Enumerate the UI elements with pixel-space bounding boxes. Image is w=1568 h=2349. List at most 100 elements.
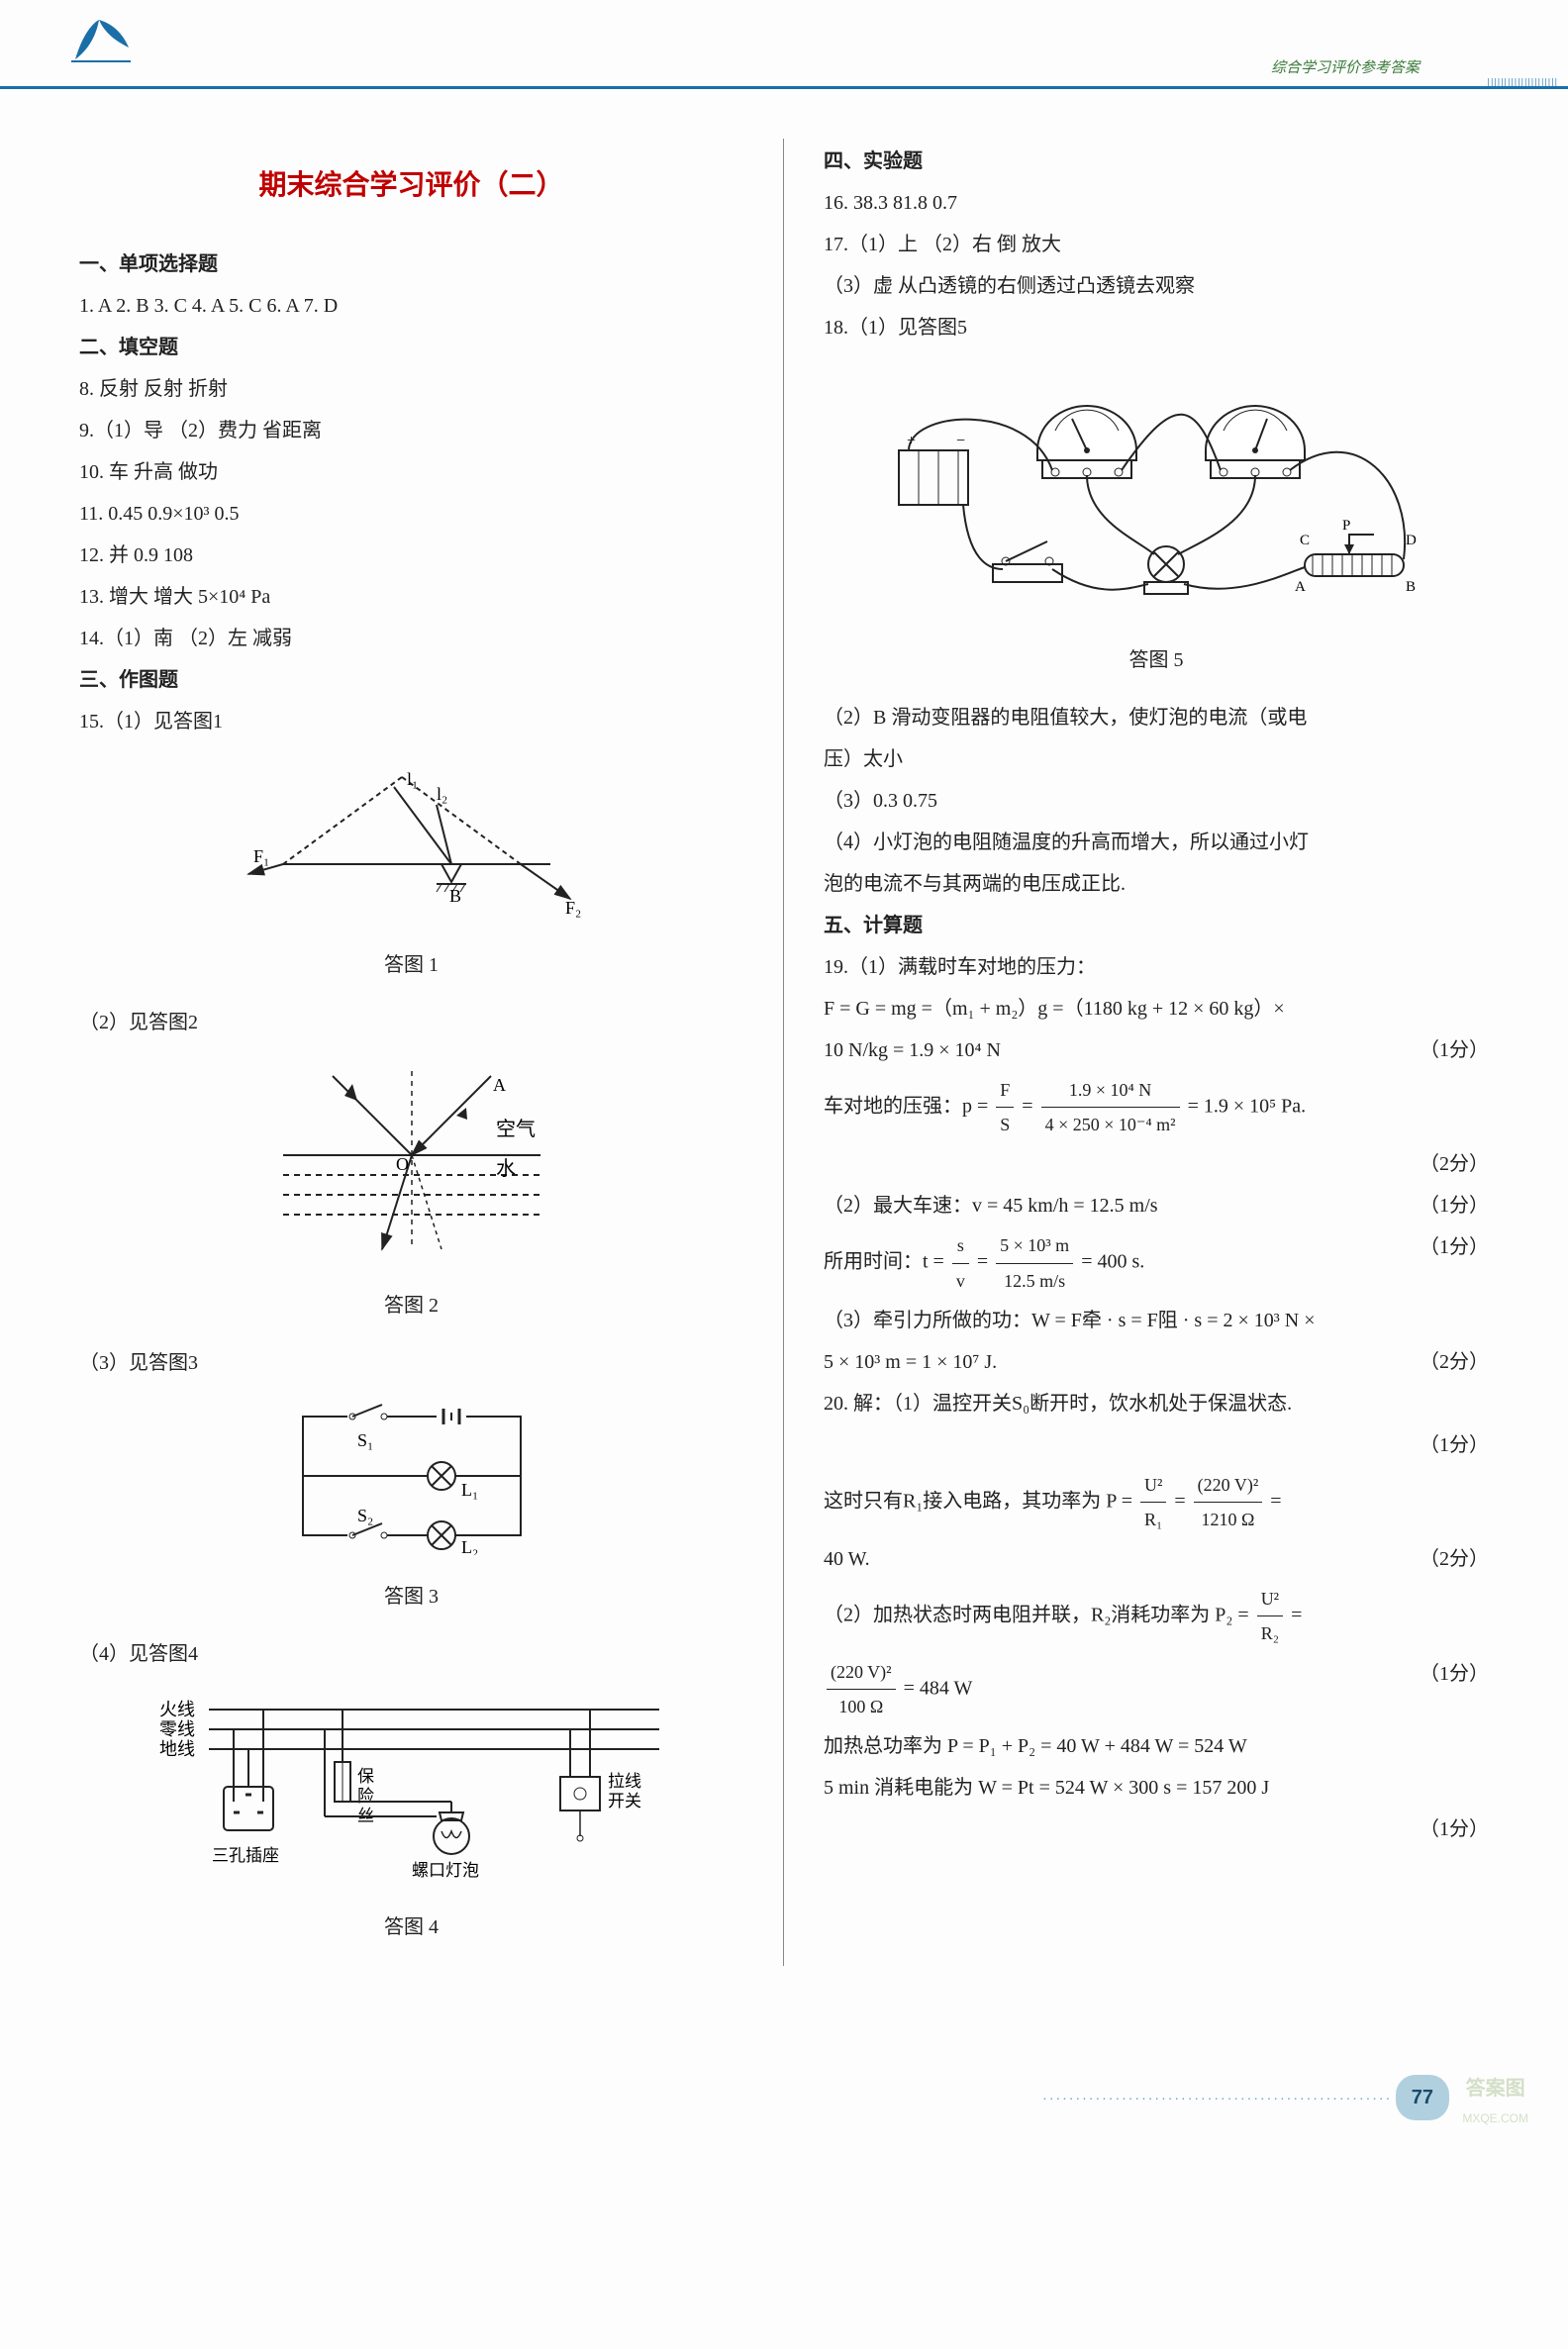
page-title: 期末综合学习评价（二） [79,158,743,211]
svg-text:螺口灯泡: 螺口灯泡 [412,1861,479,1880]
svg-text:L₂: L₂ [461,1537,478,1555]
frac-d: 12.5 m/s [996,1264,1073,1298]
content-columns: 期末综合学习评价（二） 一、单项选择题 1. A 2. B 3. C 4. A … [0,139,1568,2025]
figure-3: S₁ S₂ L₁ L₂ [79,1397,743,1568]
frac-n: 5 × 10³ m [996,1228,1073,1263]
q20-1b: 这时只有R₁接入电路，其功率为 P = U²R₁ = (220 V)²1210 … [824,1468,1489,1536]
q20-1b-pre: 这时只有R₁接入电路，其功率为 P = [824,1490,1137,1512]
fig1-label-f1: F₁ [253,846,269,866]
section-4-head: 四、实验题 [824,143,1489,180]
q12: 12. 并 0.9 108 [79,537,743,574]
q18-4a: （4）小灯泡的电阻随温度的升高而增大，所以通过小灯 [824,824,1489,861]
svg-text:B: B [1406,579,1416,595]
score-4: （1分） [1420,1228,1489,1266]
q19-1c: 10 N/kg = 1.9 × 10⁴ N （1分） [824,1031,1489,1069]
svg-text:零线: 零线 [159,1719,195,1739]
q18-4b: 泡的电流不与其两端的电压成正比. [824,865,1489,903]
page-number: 77 [1396,2075,1449,2120]
score-line-9: （1分） [824,1811,1489,1848]
section-2-head: 二、填空题 [79,329,743,366]
svg-text:保: 保 [357,1767,374,1786]
frac-d: v [952,1264,969,1298]
fig1-label-b: B [449,886,461,906]
q8: 8. 反射 反射 折射 [79,370,743,408]
score-line-6: （1分） [824,1426,1489,1464]
page-footer: ········································… [0,2065,1568,2150]
score-2: （2分） [1420,1145,1489,1183]
q20-2c: 加热总功率为 P = P₁ + P₂ = 40 W + 484 W = 524 … [824,1727,1489,1765]
q19-2b: 所用时间：t = sv = 5 × 10³ m12.5 m/s = 400 s.… [824,1228,1489,1297]
fig1-label-l2: l₂ [437,784,447,804]
frac-n: (220 V)² [827,1655,896,1690]
frac-n: U² [1257,1582,1283,1616]
q10: 10. 车 升高 做功 [79,453,743,491]
svg-text:开关: 开关 [608,1792,641,1811]
q19-1d: 车对地的压强：p = FS = 1.9 × 10⁴ N4 × 250 × 10⁻… [824,1073,1489,1141]
q15-3: （3）见答图3 [79,1344,743,1382]
q20-1c: 40 W. （2分） [824,1540,1489,1578]
fig2-label-water: 水 [496,1157,516,1180]
right-column: 四、实验题 16. 38.3 81.8 0.7 17.（1）上 （2）右 倒 放… [784,139,1489,1966]
watermark-line2: MXQE.COM [1462,2107,1528,2130]
q17-1: 17.（1）上 （2）右 倒 放大 [824,226,1489,263]
section-1-head: 一、单项选择题 [79,245,743,283]
q17-3: （3）虚 从凸透镜的右侧透过凸透镜去观察 [824,267,1489,305]
q19-3b-text: 5 × 10³ m = 1 × 10⁷ J. [824,1351,997,1373]
q15-4: （4）见答图4 [79,1635,743,1673]
eq-post: = 1.9 × 10⁵ Pa. [1188,1095,1307,1117]
footer-dots: ········································… [1042,2093,1392,2107]
q19-3b: 5 × 10³ m = 1 × 10⁷ J. （2分） [824,1343,1489,1381]
frac-n: 1.9 × 10⁴ N [1041,1073,1180,1108]
frac-n: F [996,1073,1014,1108]
page-header: 综合学习评价参考答案 ||||||||||||||||||||| [0,0,1568,89]
score-3: （1分） [1420,1187,1489,1224]
watermark-icon: 答案图 MXQE.COM [1462,2070,1528,2130]
q13: 13. 增大 增大 5×10⁴ Pa [79,578,743,616]
svg-text:S₁: S₁ [357,1430,373,1450]
q1-7: 1. A 2. B 3. C 4. A 5. C 6. A 7. D [79,287,743,325]
svg-text:P: P [1342,518,1350,534]
q19-2b-pre: 所用时间：t = [824,1251,949,1273]
q19-2-text: （2）最大车速：v = 45 km/h = 12.5 m/s [824,1195,1158,1217]
figure-5-caption: 答图 5 [824,641,1489,679]
score-9: （1分） [1420,1811,1489,1848]
svg-text:−: − [956,433,965,449]
q14: 14.（1）南 （2）左 减弱 [79,620,743,657]
figure-2: A O 空气 水 [79,1056,743,1277]
logo-swirl-icon [69,14,133,78]
q11: 11. 0.45 0.9×10³ 0.5 [79,495,743,533]
frac-d: S [996,1108,1014,1141]
eq-post: = [1291,1604,1302,1625]
frac-d: 4 × 250 × 10⁻⁴ m² [1041,1108,1180,1141]
frac-n: s [952,1228,969,1263]
q19-1b: F = G = mg =（m₁ + m₂）g =（1180 kg + 12 × … [824,990,1489,1028]
q20-2d: 5 min 消耗电能为 W = Pt = 524 W × 300 s = 157… [824,1769,1489,1807]
fig2-label-air: 空气 [496,1118,536,1140]
fig1-label-l1: l₁ [407,769,418,789]
eq-post: = 400 s. [1081,1251,1144,1273]
svg-text:险: 险 [357,1787,374,1806]
score-line-2: （2分） [824,1145,1489,1183]
fig2-label-o: O [396,1154,409,1174]
figure-4-caption: 答图 4 [79,1909,743,1946]
score-5: （2分） [1420,1343,1489,1381]
q15-2: （2）见答图2 [79,1004,743,1041]
q9: 9.（1）导 （2）费力 省距离 [79,412,743,449]
score-7: （2分） [1420,1540,1489,1578]
q16: 16. 38.3 81.8 0.7 [824,184,1489,222]
svg-text:C: C [1300,533,1310,548]
frac-d: 100 Ω [827,1690,896,1723]
score-1: （1分） [1420,1031,1489,1069]
svg-text:三孔插座: 三孔插座 [212,1846,279,1865]
svg-text:地线: 地线 [159,1739,195,1759]
q19-1c-text: 10 N/kg = 1.9 × 10⁴ N [824,1039,1001,1061]
q19-1d-pre: 车对地的压强：p = [824,1095,993,1117]
figure-1-caption: 答图 1 [79,946,743,984]
q15-1: 15.（1）见答图1 [79,703,743,740]
eq-mid: = [977,1251,993,1273]
svg-text:S₂: S₂ [357,1506,373,1525]
score-8: （1分） [1420,1655,1489,1693]
eq-post: = [1270,1490,1281,1512]
score-6: （1分） [1420,1426,1489,1464]
figure-5: + − [824,361,1489,632]
